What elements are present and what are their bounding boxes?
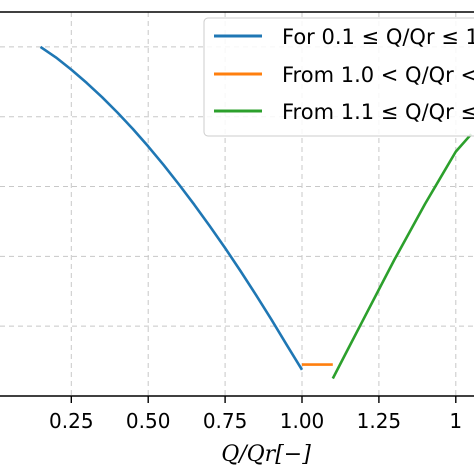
x-tick-label-3: 1.00 xyxy=(280,409,325,433)
series-layer xyxy=(39,45,473,380)
x-tick-label-0: 0.25 xyxy=(49,409,94,433)
legend: For 0.1 ≤ Q/Qr ≤ 1.0 From 1.0 < Q/Qr < 1… xyxy=(203,17,474,137)
legend-box xyxy=(203,17,474,137)
x-axis-ticks: 0.25 0.50 0.75 1.00 1.25 1 xyxy=(49,396,462,433)
x-tick-label-2: 0.75 xyxy=(203,409,248,433)
legend-entry-1: From 1.0 < Q/Qr < 1.1 xyxy=(282,63,474,87)
x-tick-label-1: 0.50 xyxy=(126,409,171,433)
legend-entry-0: For 0.1 ≤ Q/Qr ≤ 1.0 xyxy=(282,25,474,49)
series-line-2 xyxy=(331,133,473,380)
legend-entry-2: From 1.1 ≤ Q/Qr ≤ 1.5 xyxy=(282,100,474,124)
x-axis-label: Q/Qr[−] xyxy=(221,442,311,467)
x-tick-label-4: 1.25 xyxy=(357,409,402,433)
x-tick-label-5: 1 xyxy=(449,409,462,433)
series-line-0 xyxy=(39,45,304,371)
